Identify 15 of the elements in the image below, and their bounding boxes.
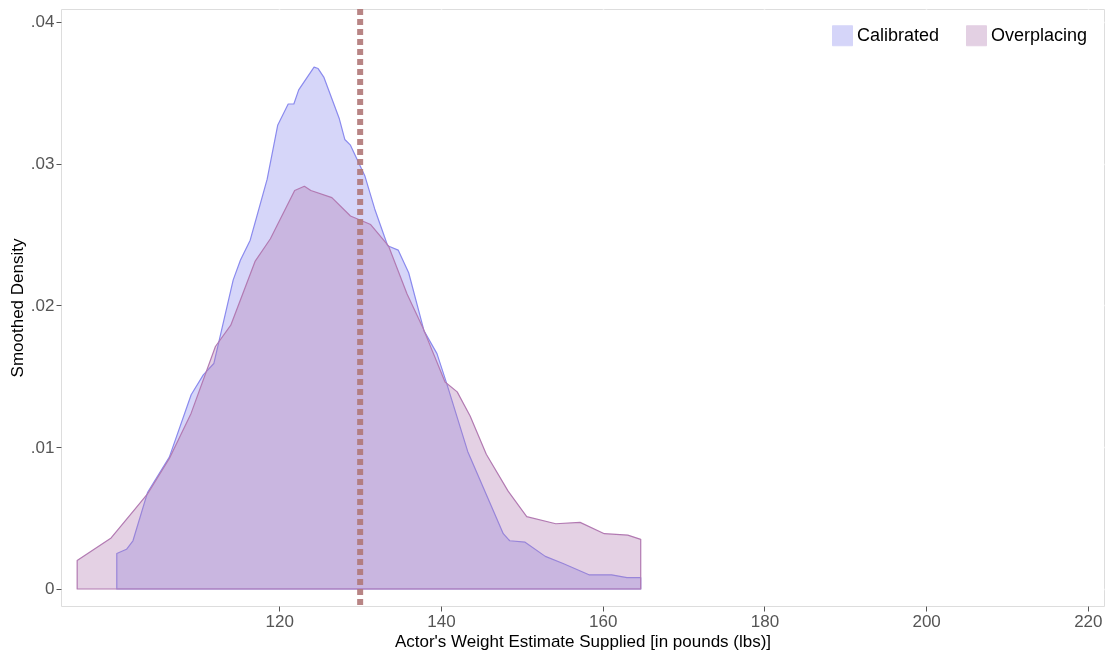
- y-tick-label: .02: [30, 295, 55, 315]
- y-axis-title: Smoothed Density: [7, 238, 27, 378]
- x-tick-label: 160: [589, 611, 618, 631]
- y-tick-label: .01: [30, 437, 55, 457]
- legend-label: Overplacing: [991, 24, 1088, 45]
- x-tick-label: 180: [750, 611, 780, 631]
- x-tick-label: 120: [265, 611, 294, 631]
- x-axis-title: Actor's Weight Estimate Supplied [in pounds (lbs)]: [394, 631, 772, 651]
- y-tick-label: 0: [45, 579, 55, 599]
- x-tick-label: 200: [912, 611, 941, 631]
- y-tick-label: .03: [30, 154, 55, 174]
- legend-label: Calibrated: [857, 24, 940, 45]
- y-tick-label: .04: [30, 12, 55, 32]
- x-tick-label: 140: [427, 611, 456, 631]
- x-tick-label: 220: [1074, 611, 1103, 631]
